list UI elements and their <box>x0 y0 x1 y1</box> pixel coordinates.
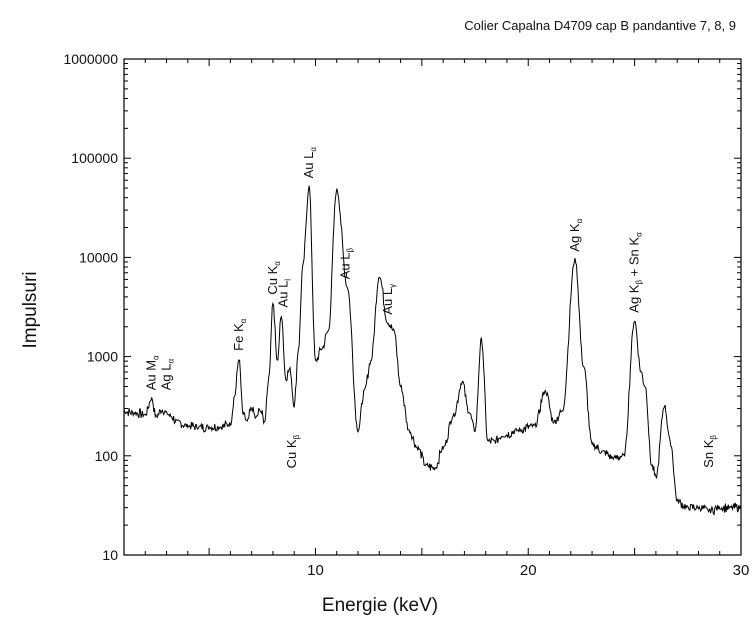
x-tick-label: 30 <box>733 562 750 579</box>
peak-label-element: Cu K <box>284 439 299 468</box>
y-tick-label: 1000 <box>87 349 118 365</box>
peak-label: Ag Kα <box>567 218 584 251</box>
peak-label: Cu Kα <box>265 261 282 295</box>
peak-label-element: Ag K <box>627 284 642 313</box>
peak-label: Au Lα <box>301 147 318 179</box>
peak-label: Ag Kβ + Sn Kα <box>627 232 644 313</box>
x-tick-label: 10 <box>307 562 324 579</box>
peak-label-element: Ag L <box>159 364 174 391</box>
peak-label: Au Mα <box>144 355 161 390</box>
peak-label-line: α <box>167 359 176 364</box>
peak-label-line: β <box>292 434 301 439</box>
peak-label-element: Au M <box>144 360 159 390</box>
peak-label: Ag Lα <box>159 359 176 391</box>
peak-label-element: Ag K <box>567 223 582 252</box>
peak-label-element: Au L <box>276 281 291 308</box>
plot-frame <box>123 58 742 556</box>
peak-label: Au Lβ <box>337 248 354 280</box>
peak-label: Au Ll <box>276 279 293 308</box>
peak-label-element: Au L <box>337 253 352 280</box>
peak-label-element: + Sn K <box>627 237 642 280</box>
x-axis-label: Energie (keV) <box>321 595 439 616</box>
peak-label-line: β <box>635 280 644 285</box>
peak-label-line: l <box>284 279 293 281</box>
peak-label-line: α <box>152 355 161 360</box>
peak-label-line: γ <box>388 284 397 288</box>
peak-label: Cu Kβ <box>284 434 301 468</box>
peak-label-element: Sn K <box>701 439 716 468</box>
y-tick-label: 10000 <box>79 249 118 265</box>
y-tick-label: 100000 <box>71 150 118 166</box>
peak-label-line: α <box>635 232 644 237</box>
y-tick-label: 10 <box>102 547 118 563</box>
y-axis-label: Impulsuri <box>20 271 41 349</box>
peak-label: Sn Kβ <box>701 435 718 468</box>
peak-label-element: Au L <box>380 288 395 315</box>
peak-label-element: Fe K <box>231 323 246 351</box>
peak-label: Fe Kα <box>231 318 248 350</box>
x-tick-label: 20 <box>520 562 537 579</box>
spectrum-line <box>123 185 742 516</box>
y-tick-label: 1000000 <box>63 51 118 67</box>
peak-label-element: Cu K <box>265 265 280 294</box>
peak-label-element: Au L <box>301 152 316 179</box>
chart-title: Colier Capalna D4709 cap B pandantive 7,… <box>464 18 736 33</box>
peak-label-line: α <box>239 318 248 323</box>
peak-label-line: β <box>345 248 354 253</box>
peak-label-line: α <box>309 147 318 152</box>
y-tick-label: 100 <box>95 448 119 464</box>
peak-label-line: α <box>273 261 282 266</box>
axes: 10 100 1000 10000 100000 1000000 10 20 30 <box>63 51 749 579</box>
peak-label-line: β <box>709 435 718 440</box>
peak-label-line: α <box>575 218 584 223</box>
